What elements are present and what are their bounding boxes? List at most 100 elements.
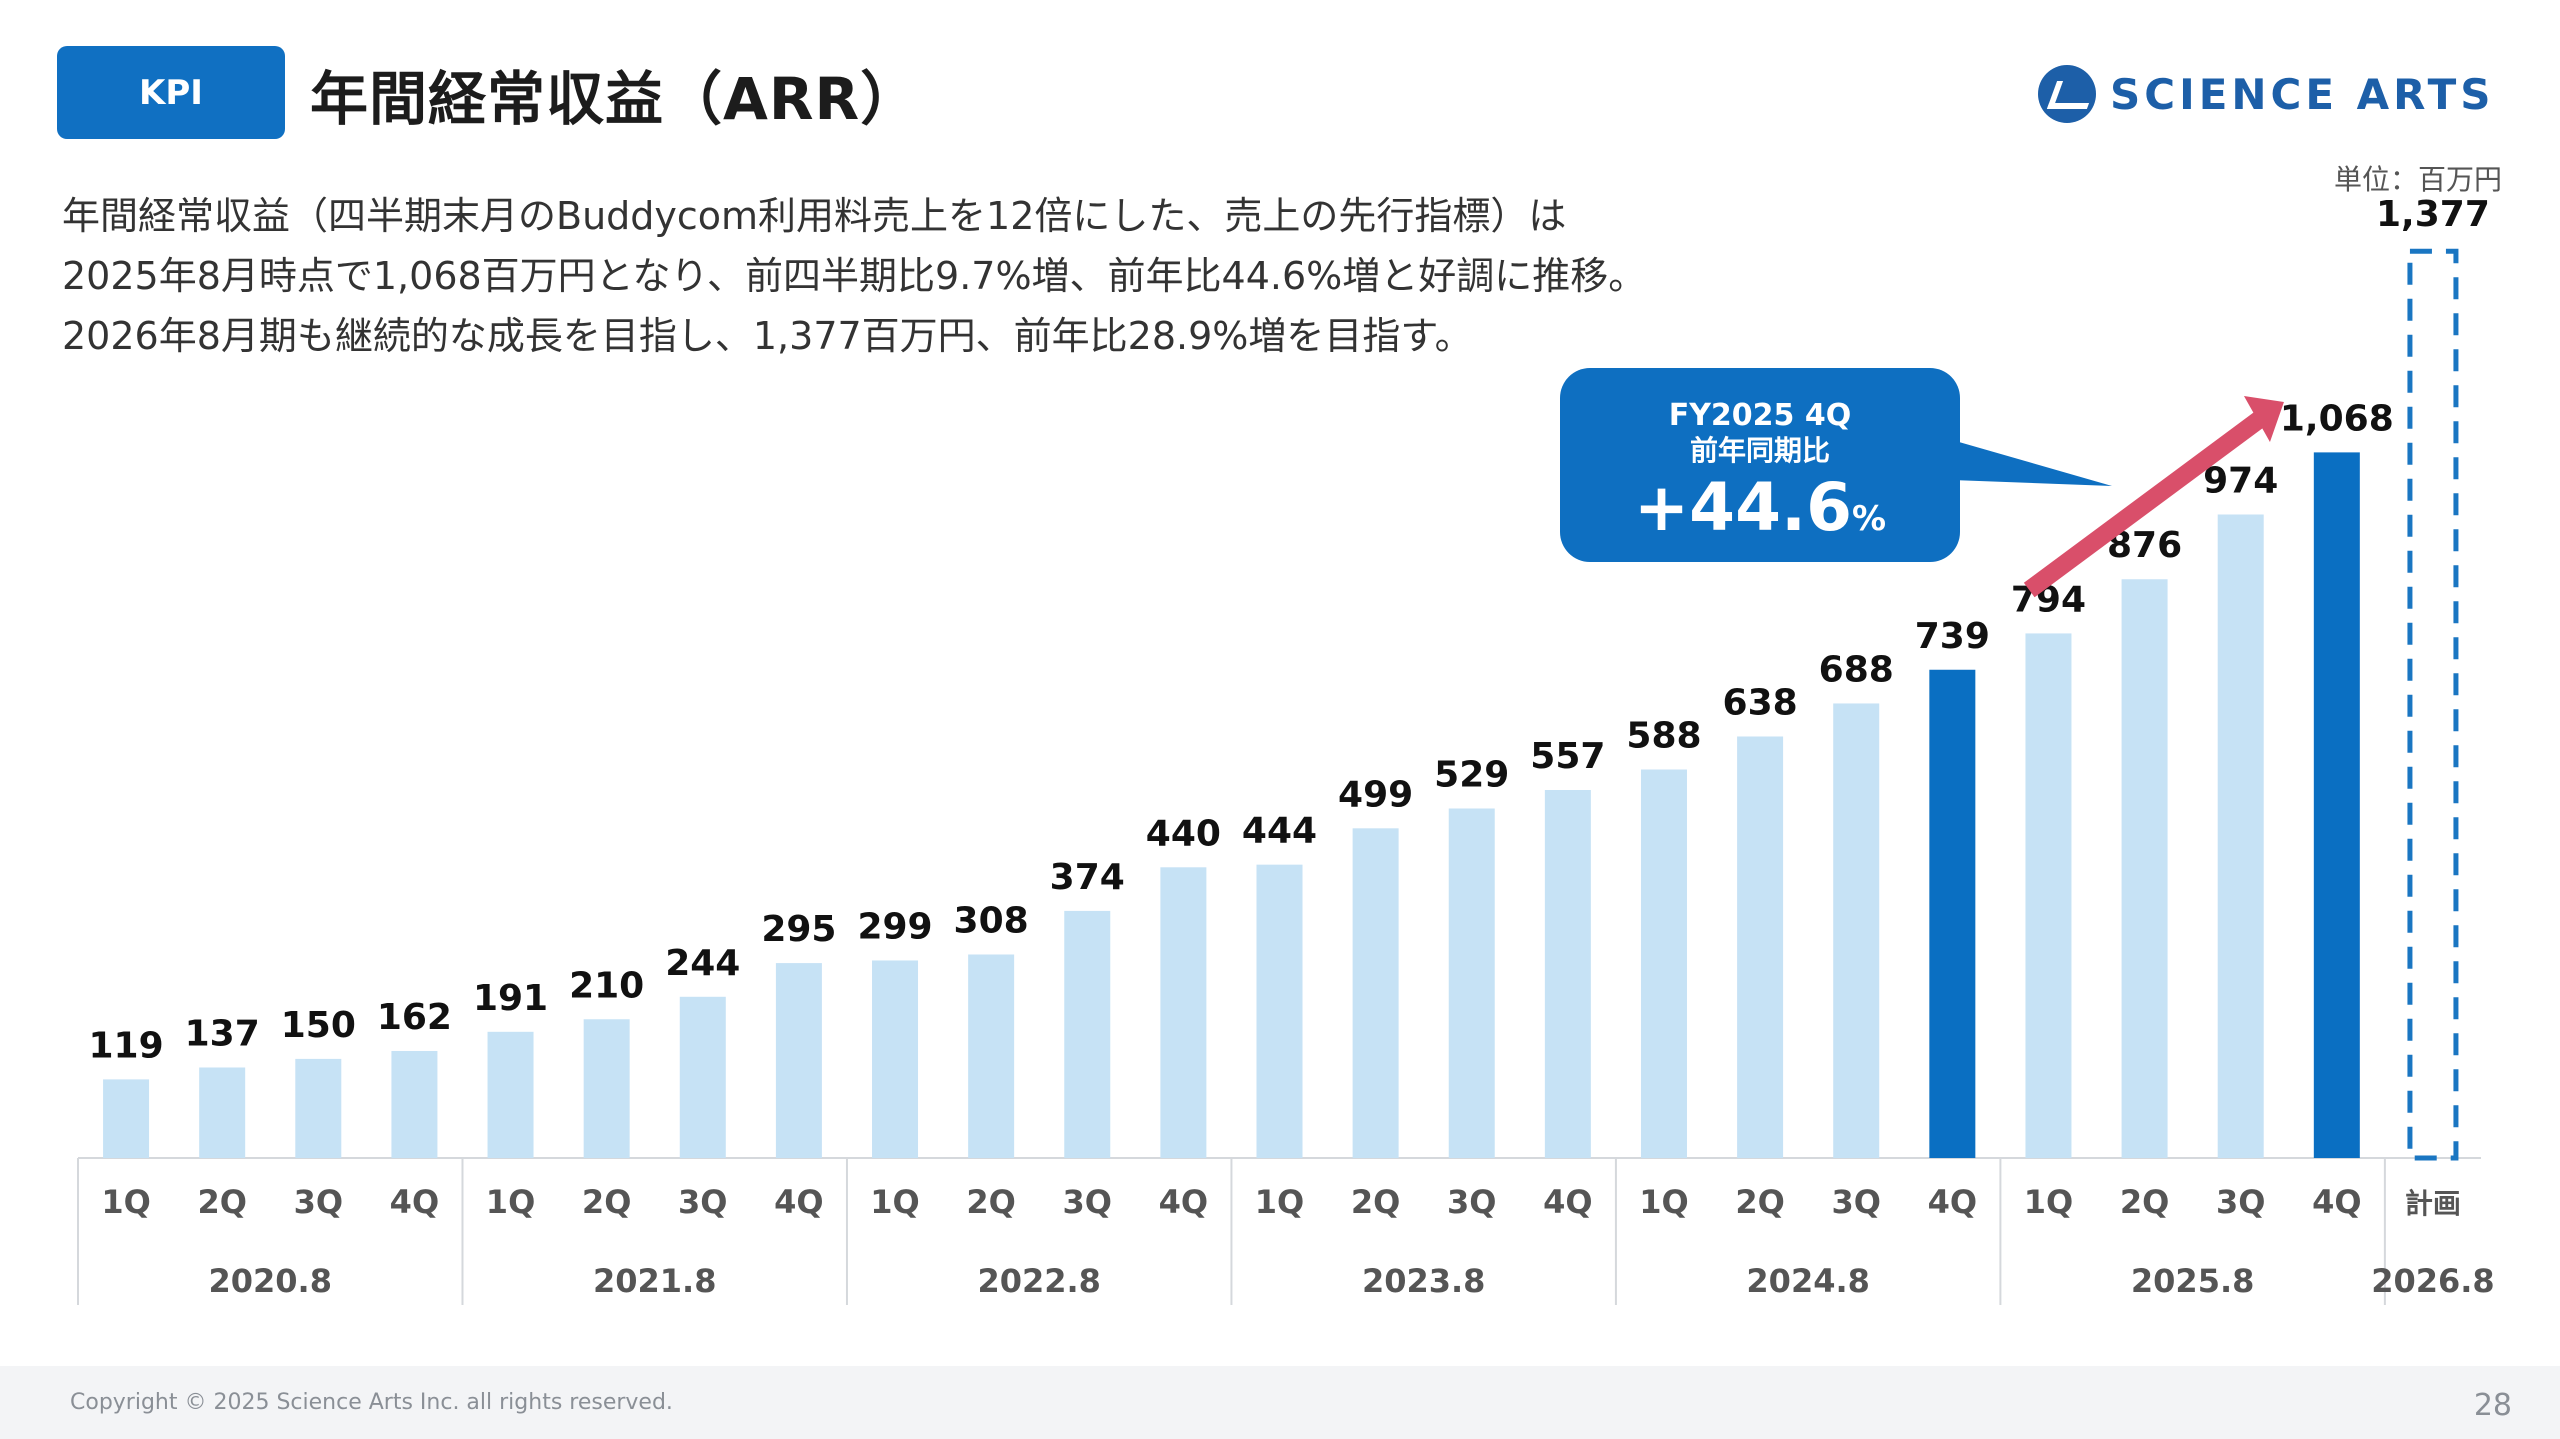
data-label: 137 [185,1013,260,1054]
copyright: Copyright © 2025 Science Arts Inc. all r… [70,1390,673,1415]
data-label: 588 [1626,716,1701,757]
category-label: 1Q [870,1183,919,1221]
bar [1737,736,1784,1158]
category-label: 1Q [1639,1183,1688,1221]
group-label: 2024.8 [1746,1262,1869,1300]
callout-unit: % [1852,499,1887,539]
plan-bar [2407,248,2459,1161]
data-label: 162 [377,997,452,1038]
growth-arrow [2023,408,2270,598]
bar [487,1031,534,1158]
logo-mark-icon [2038,65,2096,123]
category-label: 1Q [486,1183,535,1221]
category-label: 1Q [101,1183,150,1221]
bar [199,1067,246,1158]
category-label: 4Q [390,1183,439,1221]
bar [1352,828,1399,1158]
category-label: 計画 [2405,1187,2461,1220]
bar [2025,633,2072,1158]
bar [679,996,726,1158]
bar [1160,867,1207,1158]
category-label: 1Q [2024,1183,2073,1221]
category-label: 3Q [2216,1183,2265,1221]
category-label: 3Q [1447,1183,1496,1221]
data-label: 1,068 [2280,398,2394,439]
group-label: 2025.8 [2131,1262,2254,1300]
logo-text: SCIENCE ARTS [2110,69,2495,119]
bar [1640,769,1687,1158]
data-label: 374 [1050,857,1125,898]
callout-number: +44.6 [1633,469,1853,546]
category-label: 2Q [2120,1183,2169,1221]
data-label: 638 [1723,682,1798,723]
category-label: 2Q [966,1183,1015,1221]
category-label: 2Q [1351,1183,1400,1221]
bar [1929,669,1976,1158]
data-label: 739 [1915,616,1990,657]
data-label: 1,377 [2376,194,2490,235]
category-label: 4Q [2312,1183,2361,1221]
data-label: 150 [281,1005,356,1046]
bar [1448,808,1495,1158]
bar [583,1019,630,1158]
category-label: 4Q [1928,1183,1977,1221]
category-label: 3Q [294,1183,343,1221]
footer-bar [0,1366,2560,1439]
category-label: 2Q [197,1183,246,1221]
category-label: 4Q [774,1183,823,1221]
bar [391,1050,438,1158]
data-label: 299 [857,906,932,947]
bar [872,960,919,1158]
group-label: 2026.8 [2371,1262,2494,1300]
data-label: 210 [569,965,644,1006]
growth-arrow-head [2243,396,2284,442]
group-label: 2023.8 [1362,1262,1485,1300]
data-label: 295 [761,909,836,950]
category-label: 2Q [1735,1183,1784,1221]
data-label: 499 [1338,774,1413,815]
group-label: 2021.8 [593,1262,716,1300]
category-label: 4Q [1543,1183,1592,1221]
data-label: 440 [1146,813,1221,854]
data-label: 444 [1242,811,1317,852]
category-label: 3Q [1831,1183,1880,1221]
bar [2217,514,2264,1158]
group-label: 2020.8 [208,1262,331,1300]
bar [775,963,822,1158]
bar [295,1058,342,1158]
description: 年間経常収益（四半期末月のBuddycom利用料売上を12倍にした、売上の先行指… [62,186,1646,366]
bar [2313,452,2360,1159]
callout-value: +44.6% [1560,468,1960,559]
data-label: 191 [473,978,548,1019]
kpi-badge: KPI [57,46,285,139]
category-label: 3Q [678,1183,727,1221]
unit-label: 単位：百万円 [2333,163,2502,196]
bar [1833,703,1880,1158]
page-number: 28 [2473,1388,2512,1423]
bar [1064,910,1111,1158]
bar [103,1079,150,1158]
data-label: 557 [1530,736,1605,777]
yoy-callout: FY2025 4Q 前年同期比 +44.6% [1560,368,1960,562]
callout-period: FY2025 4Q [1668,398,1852,433]
description-line: 年間経常収益（四半期末月のBuddycom利用料売上を12倍にした、売上の先行指… [62,194,1567,238]
category-label: 3Q [1063,1183,1112,1221]
data-label: 308 [954,901,1029,942]
bar [2121,579,2168,1158]
category-label: 1Q [1255,1183,1304,1221]
page-title: 年間経常収益（ARR） [310,65,920,133]
data-label: 529 [1434,754,1509,795]
category-label: 2Q [582,1183,631,1221]
callout-caption: 前年同期比 [1689,434,1830,467]
data-label: 119 [88,1025,163,1066]
bar [968,954,1015,1158]
callout-pointer [1952,440,2112,486]
data-label: 688 [1819,649,1894,690]
data-label: 244 [665,943,740,984]
description-line: 2026年8月期も継続的な成長を目指し、1,377百万円、前年比28.9%増を目… [62,314,1473,358]
description-line: 2025年8月時点で1,068百万円となり、前四半期比9.7%増、前年比44.6… [62,254,1647,298]
data-label: 974 [2203,460,2278,501]
bar [1256,864,1303,1158]
company-logo: SCIENCE ARTS [2038,64,2495,124]
